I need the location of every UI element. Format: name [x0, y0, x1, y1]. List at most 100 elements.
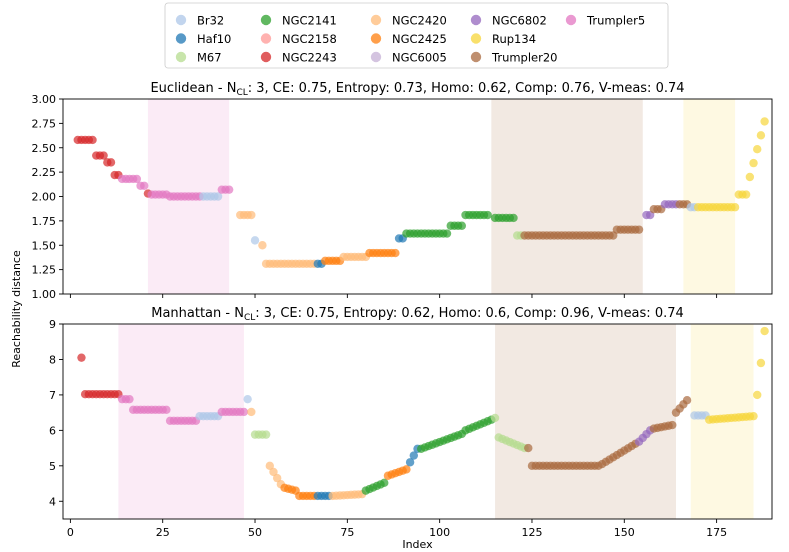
legend-label: NGC6802 — [492, 14, 547, 28]
data-point — [132, 174, 142, 184]
y-tick-label: 2.25 — [32, 166, 57, 179]
legend-item: NGC2425 — [370, 32, 447, 46]
data-point — [213, 192, 223, 201]
data-point — [224, 185, 234, 194]
legend-marker — [370, 33, 382, 44]
legend-item: NGC6802 — [470, 14, 547, 28]
data-point — [272, 473, 282, 483]
axes-frame — [62, 323, 773, 520]
y-tick-label: 3.00 — [32, 93, 57, 106]
y-tick-label: 1.50 — [32, 239, 57, 252]
x-tick-label: 100 — [429, 526, 450, 539]
data-point — [442, 229, 452, 238]
data-point — [749, 158, 758, 168]
y-tick-label: 9 — [49, 318, 56, 331]
panel-title: Euclidean - NCL: 3, CE: 0.75, Entropy: 0… — [150, 81, 684, 98]
data-point — [125, 394, 134, 404]
shaded-region — [683, 99, 736, 294]
data-point — [380, 478, 389, 488]
data-point — [402, 465, 411, 474]
legend-label: NGC2420 — [392, 14, 447, 28]
legend-marker — [470, 14, 482, 26]
data-point — [682, 396, 692, 405]
x-tick-label: 50 — [248, 526, 262, 539]
data-point — [730, 203, 740, 212]
data-point — [483, 210, 492, 220]
legend-item: M67 — [175, 51, 222, 65]
x-tick-label: 75 — [340, 526, 354, 539]
y-tick-label: 2.50 — [32, 142, 57, 155]
legend-label: Haf10 — [197, 32, 231, 46]
y-tick-label: 1.00 — [32, 288, 57, 301]
data-point — [490, 413, 500, 423]
x-tick-label: 0 — [67, 526, 74, 539]
shaded-region — [491, 99, 643, 294]
data-point — [265, 461, 274, 471]
legend-marker — [175, 14, 187, 26]
data-point — [668, 420, 677, 430]
legend-item: Br32 — [175, 14, 224, 28]
data-point — [77, 353, 86, 362]
data-point — [88, 135, 97, 145]
data-point — [753, 145, 762, 154]
data-point — [634, 225, 644, 234]
data-point — [243, 394, 252, 404]
legend-marker — [260, 14, 272, 26]
x-tick-label: 150 — [614, 526, 635, 539]
data-point — [106, 158, 116, 167]
data-point — [269, 467, 278, 477]
y-tick-label: 2.75 — [32, 117, 57, 130]
legend-marker — [470, 51, 482, 63]
data-point — [391, 248, 400, 258]
legend-marker — [175, 51, 187, 63]
legend-item: Trumpler20 — [470, 51, 558, 65]
data-point — [99, 151, 108, 160]
shaded-region — [495, 324, 676, 519]
legend-item: Trumpler5 — [565, 14, 645, 28]
legend-label: Rup134 — [492, 32, 536, 46]
legend-marker — [565, 14, 577, 26]
x-tick-label: 175 — [706, 526, 727, 539]
data-point — [258, 241, 267, 250]
legend-marker — [370, 51, 382, 63]
legend-label: NGC2243 — [282, 51, 337, 65]
data-point — [247, 407, 256, 417]
data-point — [756, 131, 766, 140]
x-tick-label: 25 — [156, 526, 170, 539]
y-tick-label: 5 — [49, 460, 56, 473]
legend-label: M67 — [197, 51, 222, 65]
data-point — [405, 458, 415, 467]
data-point — [261, 430, 271, 439]
data-point — [741, 190, 751, 199]
data-point — [524, 443, 533, 453]
data-point — [760, 326, 769, 336]
data-point — [760, 117, 769, 126]
x-tick-label: 125 — [521, 526, 542, 539]
data-point — [749, 411, 758, 421]
legend-item: NGC2158 — [260, 32, 337, 46]
data-point — [239, 407, 249, 417]
data-point — [457, 221, 467, 230]
legend-label: NGC2141 — [282, 14, 337, 28]
legend-frame — [164, 2, 669, 69]
data-point — [745, 172, 755, 182]
data-point — [250, 236, 260, 245]
x-axis-label: Index — [402, 538, 433, 551]
legend: Br32 Haf10 M67 NGC2141 NGC2158 NGC2243 NGC2420… — [164, 2, 669, 69]
legend-marker — [470, 33, 482, 44]
y-tick-label: 6 — [49, 424, 56, 437]
legend-item: NGC2243 — [260, 51, 337, 65]
data-point — [756, 358, 766, 368]
manhattan-panel: 4 5 6 7 8 9 0 25 50 75 100 125 150 175 Manhattan - NCL… — [49, 306, 773, 551]
euclidean-panel: 1.00 1.25 1.50 1.75 2.00 2.25 2.50 2.75 3.00 Eucl… — [10, 81, 773, 368]
legend-item: NGC2141 — [260, 14, 337, 28]
data-point — [140, 181, 149, 190]
y-tick-label: 2.00 — [32, 191, 57, 204]
legend-label: Trumpler20 — [491, 51, 558, 65]
legend-label: Trumpler5 — [586, 14, 645, 28]
y-tick-label: 4 — [49, 495, 56, 508]
y-axis-label: Reachability distance — [10, 250, 23, 368]
y-tick-label: 7 — [49, 389, 56, 402]
data-point — [409, 451, 419, 460]
